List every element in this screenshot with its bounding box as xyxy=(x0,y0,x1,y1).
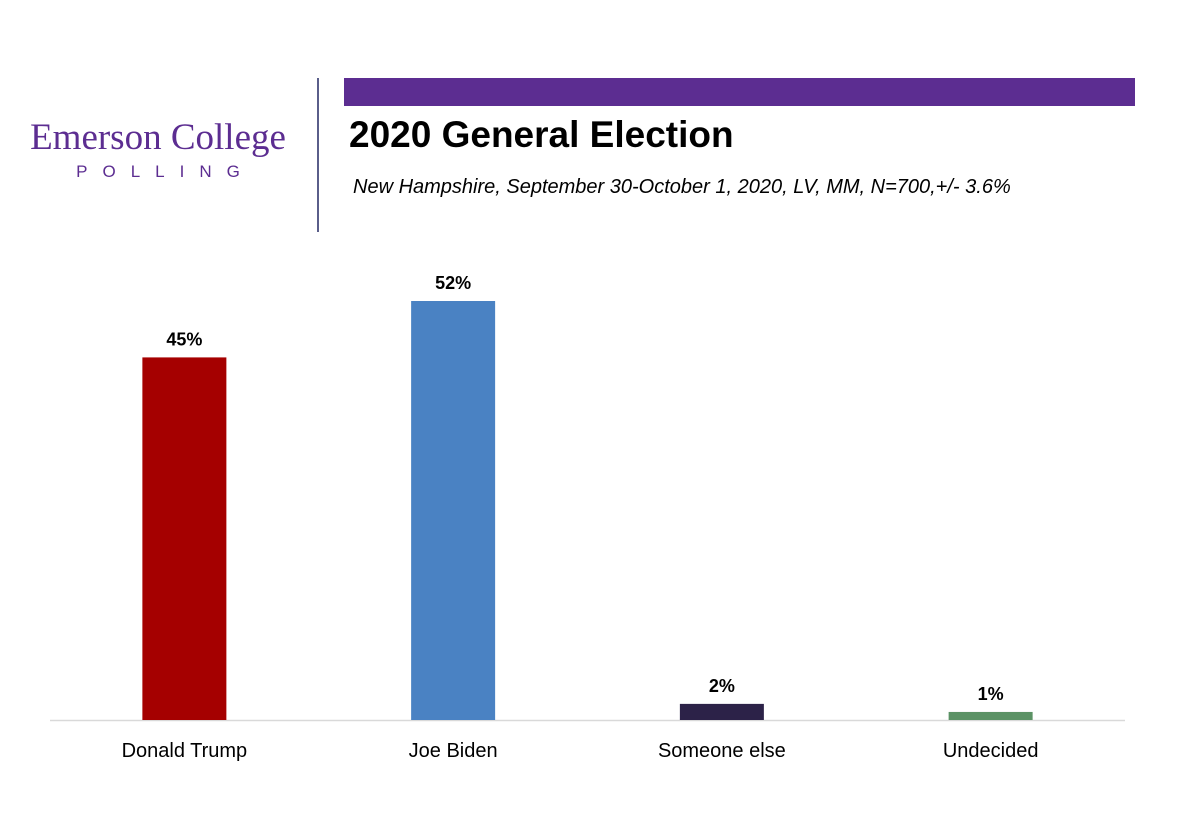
bar-someone-else xyxy=(679,703,764,720)
x-tick-label: Someone else xyxy=(658,740,786,762)
chart-subtitle: New Hampshire, September 30-October 1, 2… xyxy=(353,176,1011,198)
bar-undecided xyxy=(948,711,1033,720)
data-label: 1% xyxy=(978,684,1004,704)
data-label: 2% xyxy=(709,676,735,696)
data-label: 52% xyxy=(435,273,471,293)
header-divider xyxy=(317,78,319,232)
x-tick-label: Joe Biden xyxy=(409,740,498,762)
data-label: 45% xyxy=(166,329,202,349)
x-tick-label: Undecided xyxy=(943,740,1039,762)
logo-name: Emerson College xyxy=(30,117,286,158)
brand-color-band xyxy=(344,78,1135,106)
bar-joe-biden xyxy=(411,301,496,720)
emerson-college-polling-logo: Emerson College POLLING xyxy=(0,118,316,182)
logo-tagline: POLLING xyxy=(76,162,255,181)
x-tick-label: Donald Trump xyxy=(122,740,248,762)
chart-title: 2020 General Election xyxy=(349,114,734,155)
bar-donald-trump xyxy=(142,357,227,720)
